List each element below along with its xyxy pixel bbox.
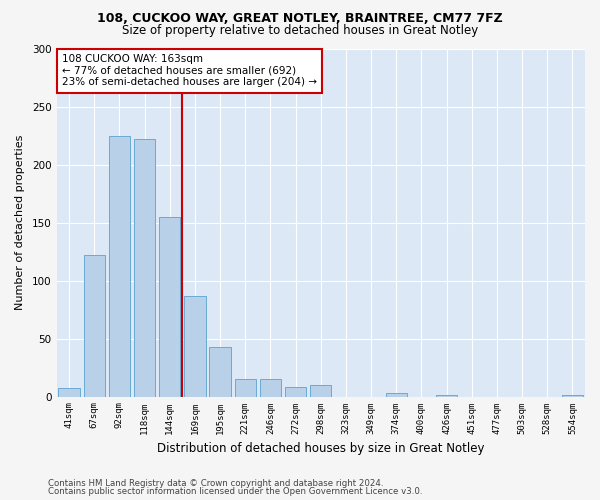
Text: Contains public sector information licensed under the Open Government Licence v3: Contains public sector information licen…	[48, 487, 422, 496]
Bar	[235, 379, 256, 396]
Text: Contains HM Land Registry data © Crown copyright and database right 2024.: Contains HM Land Registry data © Crown c…	[48, 478, 383, 488]
Bar	[83, 255, 105, 396]
Bar	[260, 379, 281, 396]
X-axis label: Distribution of detached houses by size in Great Notley: Distribution of detached houses by size …	[157, 442, 485, 455]
Bar	[159, 217, 181, 396]
Bar	[310, 385, 331, 396]
Y-axis label: Number of detached properties: Number of detached properties	[15, 135, 25, 310]
Bar	[386, 393, 407, 396]
Bar	[285, 388, 307, 396]
Text: Size of property relative to detached houses in Great Notley: Size of property relative to detached ho…	[122, 24, 478, 37]
Bar	[134, 140, 155, 396]
Text: 108 CUCKOO WAY: 163sqm
← 77% of detached houses are smaller (692)
23% of semi-de: 108 CUCKOO WAY: 163sqm ← 77% of detached…	[62, 54, 317, 88]
Bar	[109, 136, 130, 396]
Bar	[58, 388, 80, 396]
Bar	[209, 346, 231, 397]
Text: 108, CUCKOO WAY, GREAT NOTLEY, BRAINTREE, CM77 7FZ: 108, CUCKOO WAY, GREAT NOTLEY, BRAINTREE…	[97, 12, 503, 26]
Bar	[184, 296, 206, 396]
